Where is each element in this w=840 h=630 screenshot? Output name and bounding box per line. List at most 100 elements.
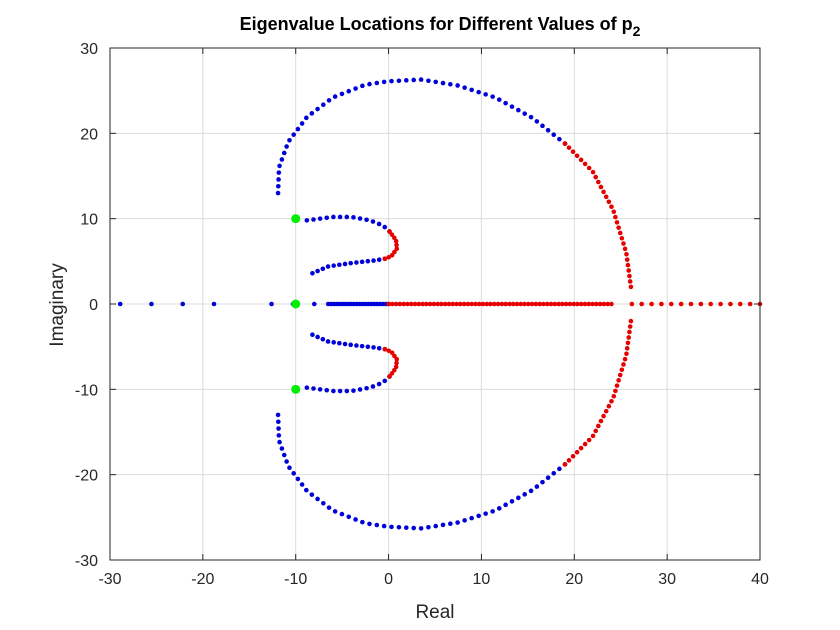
blue-eigenvalue-point [376, 345, 382, 351]
red-eigenvalue-point [533, 301, 539, 307]
blue-eigenvalue-point [433, 79, 439, 85]
blue-eigenvalue-point [276, 419, 281, 425]
blue-eigenvalue-point [277, 439, 282, 445]
red-eigenvalue-point [708, 301, 714, 307]
blue-eigenvalue-point [522, 492, 527, 497]
blue-eigenvalue-point [374, 522, 380, 528]
blue-eigenvalue-point [304, 218, 310, 223]
red-eigenvalue-point [416, 301, 422, 307]
red-eigenvalue-point [582, 161, 588, 167]
red-eigenvalue-point [392, 353, 397, 359]
blue-eigenvalue-point [365, 344, 371, 350]
red-eigenvalue-point [718, 301, 723, 307]
red-eigenvalue-point [401, 301, 406, 307]
blue-eigenvalue-point [275, 412, 281, 418]
red-eigenvalue-point [586, 437, 592, 443]
blue-eigenvalue-point [320, 336, 326, 342]
red-eigenvalue-point [499, 301, 505, 307]
blue-eigenvalue-point [534, 119, 540, 124]
red-eigenvalue-point [668, 301, 674, 307]
blue-eigenvalue-point [325, 264, 331, 269]
blue-eigenvalue-point [332, 509, 338, 514]
blue-eigenvalue-point [276, 177, 281, 182]
blue-eigenvalue-point [211, 301, 217, 307]
blue-eigenvalue-point [310, 332, 315, 338]
red-eigenvalue-point [737, 301, 743, 307]
red-eigenvalue-point [624, 351, 629, 357]
chart-title-text: Eigenvalue Locations for Different Value… [240, 14, 633, 34]
blue-eigenvalue-point [310, 270, 315, 276]
blue-eigenvalue-point [376, 221, 382, 227]
red-eigenvalue-point [626, 268, 631, 273]
blue-eigenvalue-point [304, 385, 310, 390]
red-eigenvalue-point [408, 301, 414, 307]
blue-eigenvalue-point [291, 471, 296, 476]
y-axis-label: Imaginary [47, 263, 68, 347]
blue-eigenvalue-point [557, 136, 562, 142]
red-eigenvalue-point [529, 301, 535, 307]
red-eigenvalue-point [593, 428, 598, 434]
red-eigenvalue-point [678, 301, 684, 307]
y-tick-label: 0 [89, 297, 98, 314]
y-tick-label: -10 [75, 382, 98, 399]
blue-eigenvalue-point [509, 104, 515, 109]
blue-eigenvalue-point [287, 465, 292, 471]
blue-eigenvalue-point [346, 514, 352, 520]
red-eigenvalue-point [598, 184, 604, 190]
red-eigenvalue-point [510, 301, 516, 307]
blue-eigenvalue-point [331, 388, 336, 394]
red-eigenvalue-point [590, 433, 596, 439]
red-eigenvalue-point [616, 225, 621, 230]
red-eigenvalue-point [629, 301, 635, 307]
blue-eigenvalue-point [545, 127, 551, 133]
blue-eigenvalue-point [304, 115, 309, 121]
blue-eigenvalue-point [540, 123, 545, 129]
x-tick-label: 10 [473, 571, 491, 588]
red-eigenvalue-point [601, 189, 606, 195]
x-tick-label: 0 [384, 571, 393, 588]
blue-eigenvalue-point [354, 260, 359, 265]
red-eigenvalue-point [465, 301, 471, 307]
red-eigenvalue-point [439, 301, 444, 307]
red-eigenvalue-point [492, 301, 497, 307]
red-eigenvalue-point [624, 346, 630, 351]
red-eigenvalue-point [450, 301, 456, 307]
blue-eigenvalue-point [396, 78, 402, 84]
blue-eigenvalue-point [326, 505, 332, 510]
red-eigenvalue-point [611, 393, 617, 399]
blue-eigenvalue-point [382, 224, 388, 230]
red-eigenvalue-point [598, 418, 604, 424]
red-eigenvalue-point [619, 235, 625, 241]
blue-eigenvalue-point [476, 513, 481, 519]
red-eigenvalue-point [461, 301, 467, 307]
green-eigenvalue-point [291, 384, 301, 394]
red-eigenvalue-point [621, 362, 626, 367]
x-tick-labels: -30 -20 -10 0 10 20 30 40 [98, 571, 769, 588]
blue-eigenvalue-point [389, 524, 394, 530]
red-eigenvalue-point [605, 301, 610, 307]
blue-eigenvalue-point [331, 214, 336, 220]
blue-eigenvalue-point [339, 91, 345, 97]
blue-eigenvalue-point [299, 482, 305, 487]
blue-eigenvalue-point [371, 258, 376, 263]
red-eigenvalue-point [616, 378, 621, 383]
x-tick-label: -10 [284, 571, 307, 588]
blue-eigenvalue-point [317, 216, 323, 221]
red-eigenvalue-point [541, 301, 546, 307]
red-eigenvalue-point [389, 232, 395, 237]
red-eigenvalue-point [556, 301, 561, 307]
blue-eigenvalue-point [503, 100, 508, 106]
red-eigenvalue-point [488, 301, 493, 307]
blue-eigenvalue-point [455, 520, 460, 525]
red-eigenvalue-point [578, 445, 584, 451]
y-tick-label: 30 [80, 41, 98, 58]
blue-eigenvalue-point [291, 132, 296, 137]
red-eigenvalue-point [586, 165, 592, 171]
red-eigenvalue-point [590, 301, 595, 307]
red-eigenvalue-point [570, 149, 576, 155]
blue-eigenvalue-point [490, 509, 495, 514]
red-eigenvalue-point [574, 153, 580, 159]
red-eigenvalue-point [392, 249, 397, 255]
blue-eigenvalue-point [404, 78, 409, 83]
x-tick-label: -30 [98, 571, 121, 588]
